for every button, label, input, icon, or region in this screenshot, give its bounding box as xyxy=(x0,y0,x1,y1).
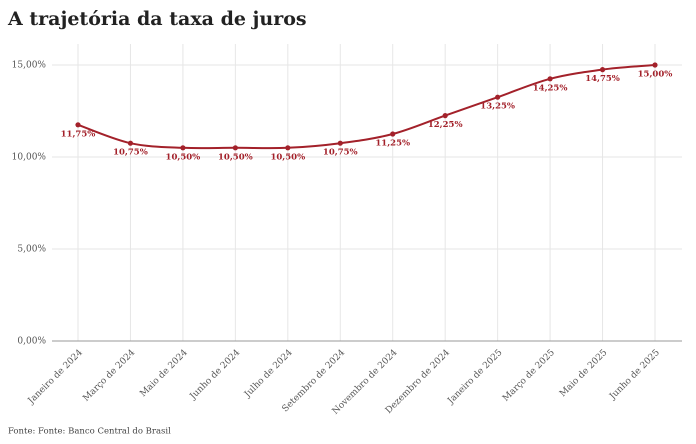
point xyxy=(495,94,501,100)
x-tick-label: Janeiro de 2024 xyxy=(26,348,85,407)
point xyxy=(127,140,134,146)
value-label: 14,25% xyxy=(533,83,568,93)
value-label: 10,50% xyxy=(166,152,201,162)
x-tick-label: Julho de 2024 xyxy=(242,348,295,401)
value-label: 10,50% xyxy=(218,152,253,162)
y-tick-label: 10,00% xyxy=(12,153,47,163)
y-tick-label: 0,00% xyxy=(17,337,46,347)
value-label: 11,75% xyxy=(61,129,96,139)
point xyxy=(75,122,81,128)
x-tick-label: Março de 2024 xyxy=(81,348,137,404)
point xyxy=(232,145,238,151)
x-tick-label: Junho de 2025 xyxy=(607,348,662,403)
y-tick-label: 15,00% xyxy=(12,61,47,71)
value-label: 14,75% xyxy=(585,74,620,84)
point xyxy=(337,140,343,146)
value-label: 12,25% xyxy=(428,120,463,130)
x-tick-label: Junho de 2024 xyxy=(188,348,243,403)
source: Fonte: Fonte: Banco Central do Brasil xyxy=(8,427,171,437)
x-tick-label: Março de 2025 xyxy=(501,348,557,404)
value-label: 10,75% xyxy=(323,148,358,158)
y-tick-label: 5,00% xyxy=(17,245,46,255)
x-tick-label: Janeiro de 2025 xyxy=(446,348,505,407)
point xyxy=(390,131,396,137)
point xyxy=(180,145,186,151)
x-tick-label: Maio de 2025 xyxy=(558,348,610,400)
value-label: 11,25% xyxy=(375,139,410,149)
value-label: 10,75% xyxy=(113,148,148,158)
chart-title: A trajetória da taxa de juros xyxy=(7,8,307,30)
line xyxy=(77,64,656,150)
x-tick-label: Maio de 2024 xyxy=(138,348,190,400)
point xyxy=(442,113,448,119)
value-label: 10,50% xyxy=(270,152,305,162)
value-label: 13,25% xyxy=(480,102,515,112)
value-label: 15,00% xyxy=(638,70,673,80)
point xyxy=(285,145,291,151)
point xyxy=(652,62,658,68)
point xyxy=(599,67,606,73)
point xyxy=(547,76,553,82)
